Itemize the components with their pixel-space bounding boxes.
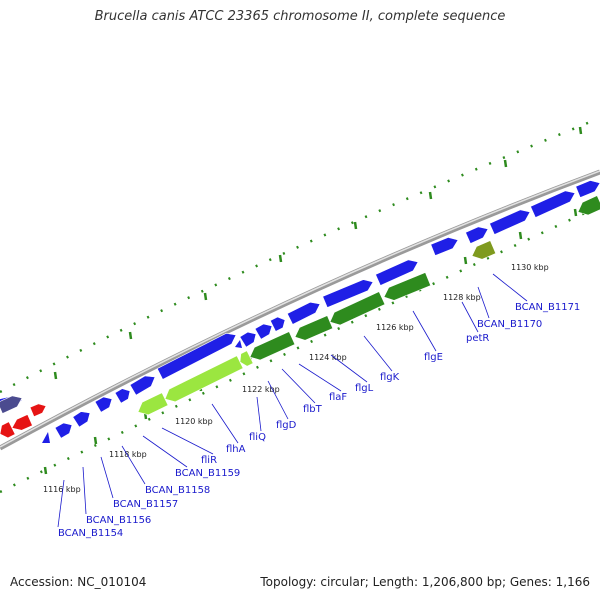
gene-arrow bbox=[465, 226, 489, 244]
tick-mark bbox=[503, 159, 508, 168]
gene-arrow bbox=[375, 259, 419, 286]
gene-arrow bbox=[0, 395, 23, 414]
kbp-marker-label: 1120 kbp bbox=[175, 417, 213, 426]
gene-arrow bbox=[72, 411, 91, 428]
gene-label-leader bbox=[82, 466, 87, 515]
gene-arrow bbox=[156, 333, 237, 380]
inner-tick-ring bbox=[0, 204, 600, 494]
gene-arrow bbox=[383, 272, 432, 301]
tick-mark bbox=[278, 254, 283, 263]
kbp-marker-label: 1126 kbp bbox=[376, 323, 414, 332]
tick-mark bbox=[578, 126, 583, 135]
gene-arrow bbox=[11, 414, 33, 431]
gene-label[interactable]: flgK bbox=[380, 372, 400, 383]
gene-arrow bbox=[329, 291, 386, 326]
gene-arrow bbox=[249, 331, 296, 361]
gene-arrow bbox=[430, 237, 459, 256]
kbp-marker-label: 1124 kbp bbox=[309, 353, 347, 362]
gene-arrow bbox=[54, 422, 73, 439]
gene-arrow bbox=[239, 331, 257, 348]
gene-label[interactable]: petR bbox=[466, 333, 489, 344]
tick-mark bbox=[53, 371, 58, 380]
tick-mark bbox=[43, 466, 48, 475]
tick-mark bbox=[353, 221, 358, 230]
gene-label[interactable]: BCAN_B1170 bbox=[477, 319, 542, 330]
gene-label-leader bbox=[267, 380, 289, 420]
gene-arrow bbox=[42, 432, 50, 443]
gene-arrow bbox=[577, 195, 600, 216]
gene-arrow bbox=[235, 340, 242, 348]
gene-label[interactable]: BCAN_B1158 bbox=[145, 485, 210, 496]
gene-arrow bbox=[575, 180, 600, 198]
gene-arrow bbox=[94, 396, 113, 413]
gene-label[interactable]: flgD bbox=[276, 420, 297, 431]
gene-arrow bbox=[471, 240, 497, 260]
accession-text: Accession: NC_010104 bbox=[10, 575, 147, 589]
kbp-marker-label: 1128 kbp bbox=[443, 293, 481, 302]
outer-tick-ring bbox=[0, 116, 600, 394]
gene-label-leader bbox=[281, 368, 316, 404]
tick-mark bbox=[573, 208, 578, 217]
gene-label-leader bbox=[121, 445, 146, 485]
kbp-marker-label: 1130 kbp bbox=[511, 263, 549, 272]
gene-label[interactable]: BCAN_B1157 bbox=[113, 499, 178, 510]
gene-label[interactable]: flaF bbox=[329, 392, 347, 403]
kbp-marker-label: 1116 kbp bbox=[43, 485, 81, 494]
gene-label-leader bbox=[330, 354, 368, 383]
gene-label-leader bbox=[461, 301, 479, 333]
tick-mark bbox=[93, 436, 98, 445]
gene-label-leader bbox=[211, 403, 239, 444]
tick-mark bbox=[203, 292, 208, 301]
kbp-marker-label: 1122 kbp bbox=[242, 385, 280, 394]
gene-label-leader bbox=[412, 310, 437, 352]
gene-label-leader bbox=[57, 479, 65, 528]
gene-label[interactable]: BCAN_B1156 bbox=[86, 515, 151, 526]
gene-label-leader bbox=[256, 396, 262, 432]
gene-label[interactable]: flhA bbox=[226, 444, 246, 455]
tick-mark bbox=[518, 231, 523, 240]
topology-summary: Topology: circular; Length: 1,206,800 bp… bbox=[260, 575, 590, 589]
gene-arrow bbox=[286, 301, 321, 325]
backbone-highlight bbox=[0, 170, 600, 448]
gene-label-leader bbox=[492, 273, 528, 302]
gene-track bbox=[0, 180, 600, 443]
gene-arrow bbox=[322, 279, 374, 308]
tick-mark bbox=[428, 191, 433, 200]
gene-label[interactable]: flgL bbox=[355, 383, 374, 394]
gene-arrow bbox=[114, 388, 131, 404]
tick-mark bbox=[463, 256, 468, 265]
labels-layer: 1116 kbp 1118 kbp 1120 kbp 1122 kbp 1124 kbp… bbox=[43, 263, 580, 539]
chromosome-backbone bbox=[0, 169, 600, 451]
gene-label-leader bbox=[298, 363, 342, 392]
gene-label[interactable]: BCAN_B1159 bbox=[175, 468, 240, 479]
gene-arrow bbox=[137, 392, 169, 416]
gene-label-leader bbox=[142, 435, 188, 468]
gene-label-leader bbox=[161, 427, 214, 455]
gene-arrow bbox=[129, 375, 156, 396]
gene-arrow bbox=[29, 403, 47, 417]
gene-arrow bbox=[0, 421, 16, 439]
gene-label-leader bbox=[363, 335, 393, 372]
gene-label[interactable]: flbT bbox=[303, 404, 323, 415]
gene-label[interactable]: fliR bbox=[201, 455, 217, 466]
kbp-marker-label: 1118 kbp bbox=[109, 450, 147, 459]
gene-label[interactable]: BCAN_B1171 bbox=[515, 302, 580, 313]
gene-arrow bbox=[269, 316, 286, 332]
gene-label-leader bbox=[477, 286, 490, 319]
gene-label[interactable]: fliQ bbox=[249, 432, 266, 443]
gene-label[interactable]: BCAN_B1154 bbox=[58, 528, 123, 539]
gene-arrow bbox=[530, 190, 576, 218]
gene-arrow bbox=[489, 209, 531, 235]
gene-label-leader bbox=[100, 456, 114, 499]
gene-label[interactable]: flgE bbox=[424, 352, 443, 363]
tick-marks bbox=[43, 126, 583, 475]
gene-arrow bbox=[254, 323, 273, 340]
tick-mark bbox=[128, 331, 133, 340]
map-title: Brucella canis ATCC 23365 chromosome II,… bbox=[94, 9, 506, 24]
